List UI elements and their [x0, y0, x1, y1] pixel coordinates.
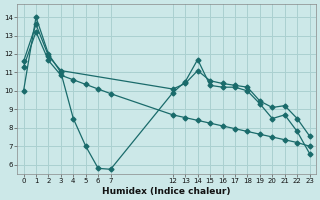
X-axis label: Humidex (Indice chaleur): Humidex (Indice chaleur) — [102, 187, 231, 196]
